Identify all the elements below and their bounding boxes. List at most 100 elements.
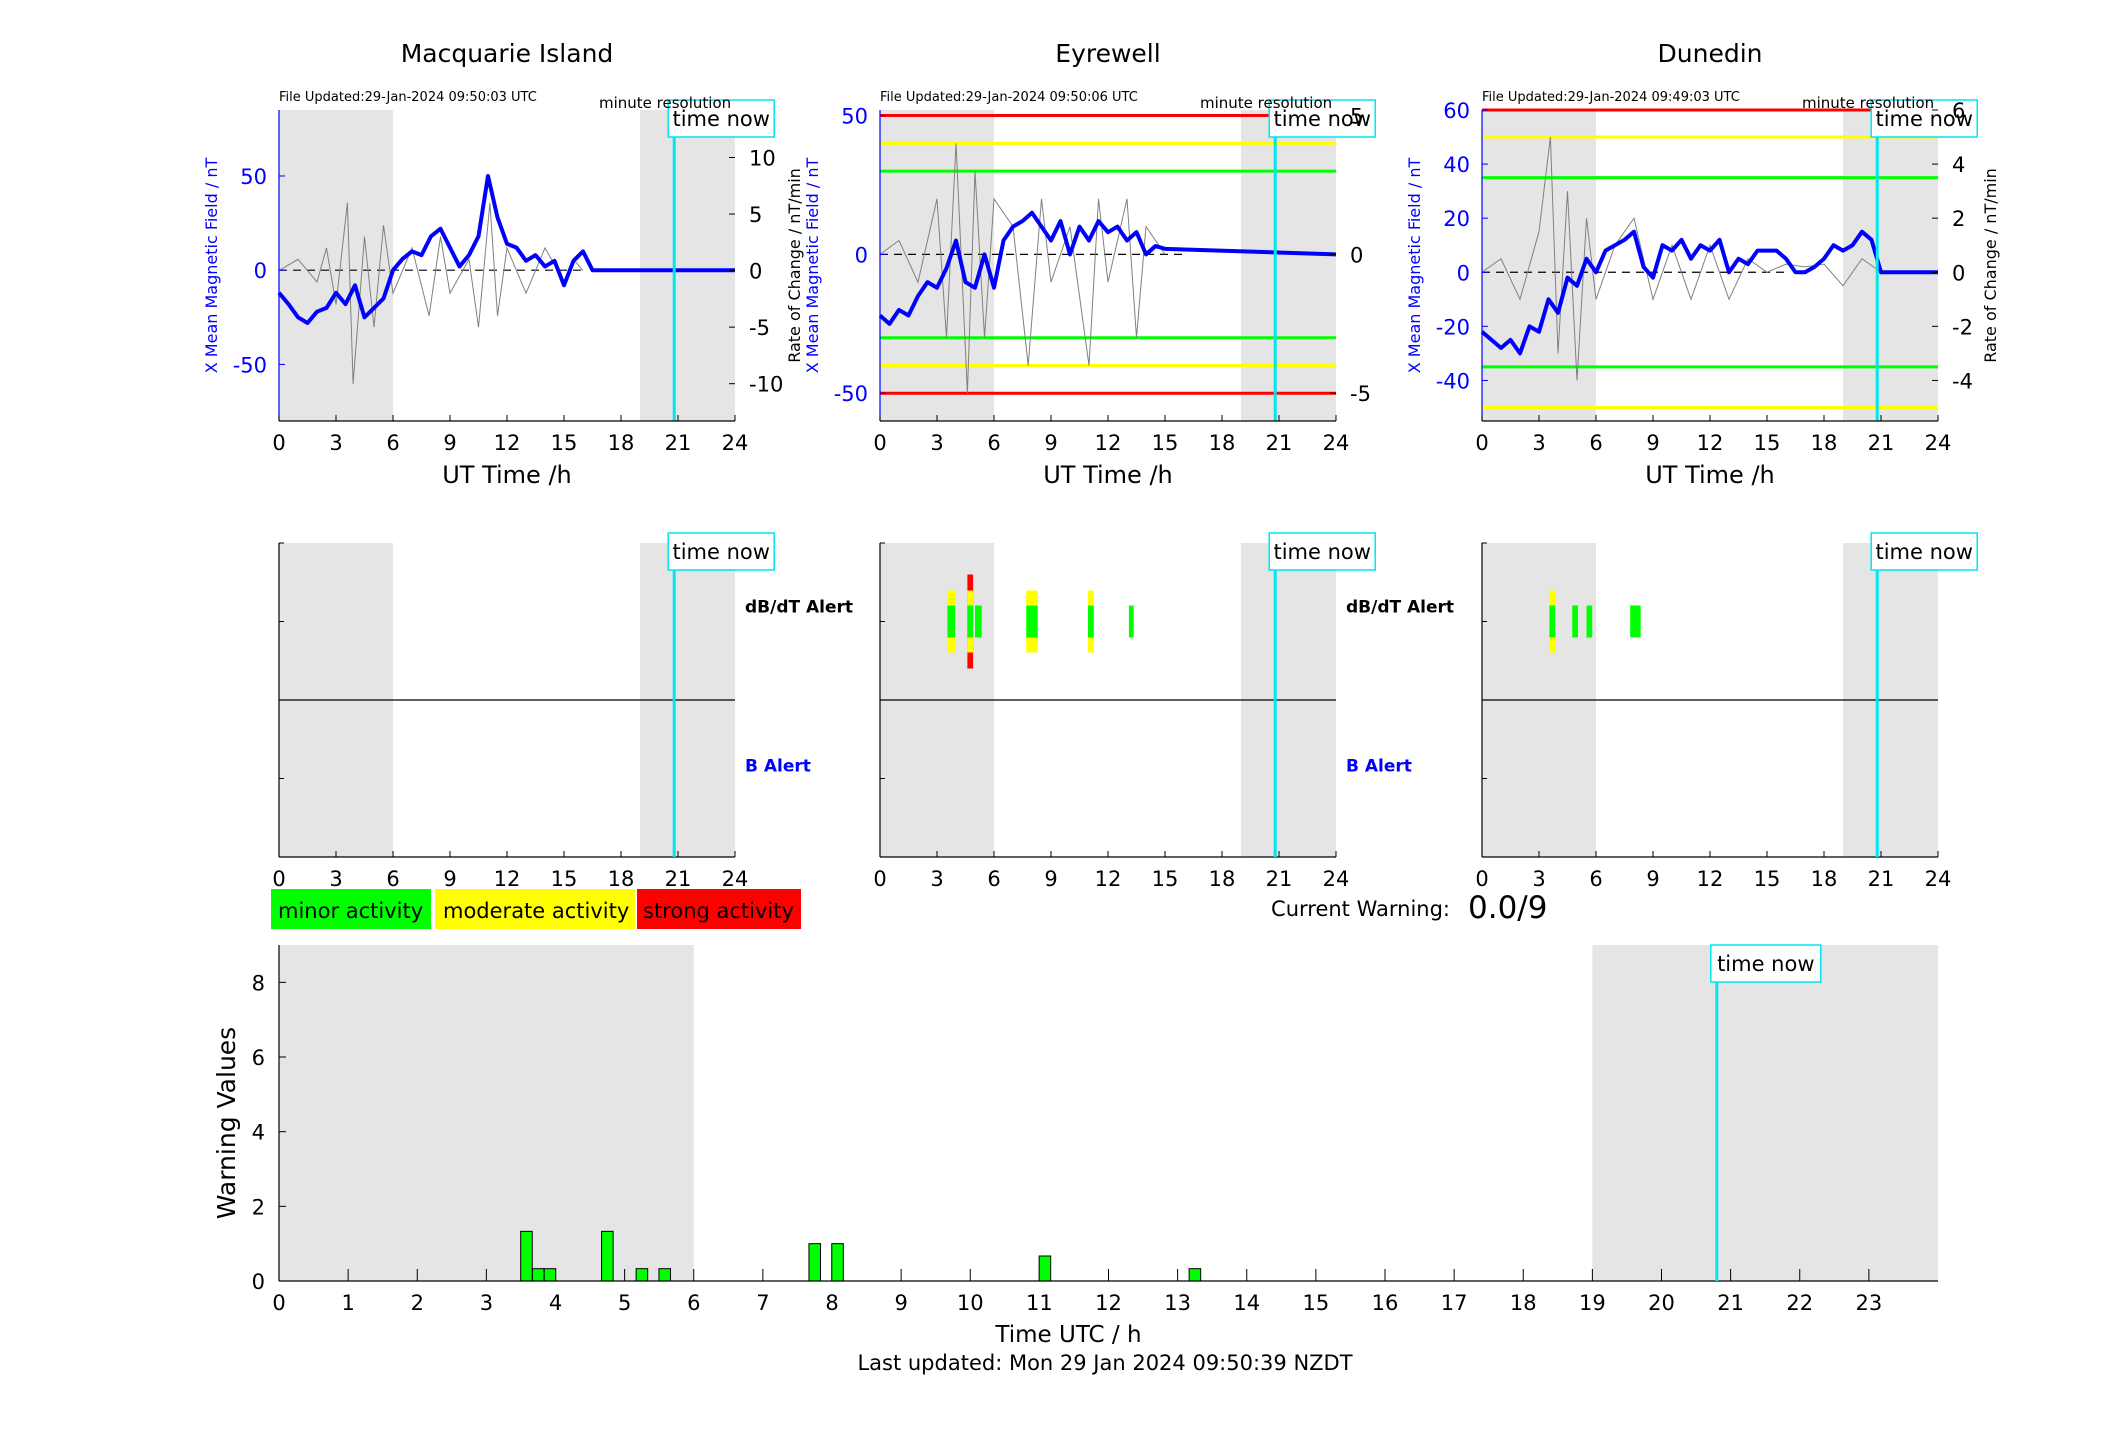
night-shade-0 <box>1482 110 1596 421</box>
x-tick-label-18: 18 <box>608 431 635 455</box>
x-tick-label-3: 3 <box>1532 867 1545 891</box>
x-tick-label-0: 0 <box>1475 867 1488 891</box>
panel-eyrewell-alerts: time now 0 3 6 9 12 15 18 21 24 dB/dT Alert B Alert <box>873 532 1454 891</box>
x-axis-title: UT Time /h <box>1645 461 1775 489</box>
dbdt-alert-mark-4-minor <box>1088 605 1094 638</box>
y-tick-label-2: 2 <box>252 1195 265 1219</box>
warning-bar-3 <box>601 1230 614 1282</box>
y2-tick-label-10: 10 <box>749 146 776 170</box>
moderate-legend-swatch <box>435 889 635 929</box>
x-tick-label-24: 24 <box>722 431 749 455</box>
x-tick-label-10: 10 <box>957 1291 984 1315</box>
y2-tick-label--2: -2 <box>1952 315 1973 339</box>
resolution-label: minute resolution <box>1802 94 1934 112</box>
x-tick-label-15: 15 <box>551 431 578 455</box>
x-tick-label-0: 0 <box>272 1291 285 1315</box>
strong-legend-swatch <box>637 889 801 929</box>
dbdt-alert-mark-0-minor <box>947 605 956 638</box>
x-tick-label-15: 15 <box>551 867 578 891</box>
time-now-marker-box <box>1710 944 1822 983</box>
x-tick-label-24: 24 <box>1323 867 1350 891</box>
x-tick-label-12: 12 <box>494 431 521 455</box>
warning-bar-5 <box>658 1268 671 1282</box>
panel-macquarie-island-alerts: time now 0 3 6 9 12 15 18 21 24 dB/dT Alert B Alert <box>272 532 853 891</box>
time-now-marker-label: time now <box>672 540 769 564</box>
y-tick-label-20: 20 <box>1443 207 1470 231</box>
time-now-marker-label: time now <box>672 107 769 131</box>
x-tick-label-6: 6 <box>386 867 399 891</box>
x-tick-label-9: 9 <box>1044 431 1057 455</box>
y-tick-label-0: 0 <box>252 1270 265 1294</box>
x-tick-label-21: 21 <box>665 431 692 455</box>
x-tick-label-18: 18 <box>1209 431 1236 455</box>
x-tick-label-21: 21 <box>1266 431 1293 455</box>
night-shade-1 <box>1592 945 1938 1281</box>
dbdt-alert-label: dB/dT Alert <box>745 598 853 618</box>
panel-dunedin-alerts: time now 0 3 6 9 12 15 18 21 24 <box>1475 532 1978 891</box>
x-tick-label-1: 1 <box>341 1291 354 1315</box>
x-tick-label-5: 5 <box>618 1291 631 1315</box>
y2-tick-label--5: -5 <box>749 316 770 340</box>
x-tick-label-0: 0 <box>873 431 886 455</box>
y-tick-label-0: 0 <box>855 243 868 267</box>
y-axis-title: X Mean Magnetic Field / nT <box>803 158 822 374</box>
y-tick-label-40: 40 <box>1443 153 1470 177</box>
x-tick-label-3: 3 <box>930 867 943 891</box>
x-tick-label-12: 12 <box>1095 867 1122 891</box>
rate-of-change-series <box>278 202 584 384</box>
y-axis-title: Warning Values <box>212 1027 241 1219</box>
x-tick-label-11: 11 <box>1026 1291 1053 1315</box>
x-tick-label-22: 22 <box>1786 1291 1813 1315</box>
night-shade-1 <box>640 110 735 421</box>
y2-tick-label--4: -4 <box>1952 369 1973 393</box>
time-now-marker-label: time now <box>1273 540 1370 564</box>
time-now-marker-box <box>667 532 775 571</box>
x-tick-label-24: 24 <box>1323 431 1350 455</box>
x-tick-label-17: 17 <box>1441 1291 1468 1315</box>
time-now-marker-box <box>1870 532 1978 571</box>
y-axis-title: X Mean Magnetic Field / nT <box>1405 158 1424 374</box>
x-tick-label-3: 3 <box>329 867 342 891</box>
x-tick-label-12: 12 <box>1095 1291 1122 1315</box>
x-axis-title: UT Time /h <box>442 461 572 489</box>
y-tick-label-0: 0 <box>254 259 267 283</box>
x-tick-label-9: 9 <box>894 1291 907 1315</box>
x-tick-label-9: 9 <box>443 867 456 891</box>
x-tick-label-0: 0 <box>272 431 285 455</box>
file-updated-label: File Updated:29-Jan-2024 09:50:03 UTC <box>279 90 537 105</box>
x-tick-label-14: 14 <box>1233 1291 1260 1315</box>
magnetic-field-series <box>277 173 735 325</box>
dbdt-alert-label: dB/dT Alert <box>1346 598 1454 618</box>
x-tick-label-24: 24 <box>1925 867 1952 891</box>
file-updated-label: File Updated:29-Jan-2024 09:50:06 UTC <box>880 90 1138 105</box>
warning-bar-9 <box>1188 1268 1202 1282</box>
x-tick-label-15: 15 <box>1303 1291 1330 1315</box>
x-tick-label-21: 21 <box>1868 431 1895 455</box>
activity-legend: minor activity moderate activity strong … <box>271 889 801 929</box>
y-tick-label-8: 8 <box>252 971 265 995</box>
warning-bar-2 <box>543 1268 557 1282</box>
resolution-label: minute resolution <box>599 94 731 112</box>
x-tick-label-18: 18 <box>1811 431 1838 455</box>
x-tick-label-21: 21 <box>1266 867 1293 891</box>
x-tick-label-6: 6 <box>1589 431 1602 455</box>
y2-axis-title: Rate of Change / nT/min <box>785 168 804 363</box>
x-tick-label-0: 0 <box>272 867 285 891</box>
warning-bar-7 <box>831 1243 844 1282</box>
x-tick-label-12: 12 <box>494 867 521 891</box>
y2-tick-label--10: -10 <box>749 373 783 397</box>
x-tick-label-15: 15 <box>1152 867 1179 891</box>
x-tick-label-9: 9 <box>1646 431 1659 455</box>
y-tick-label--40: -40 <box>1436 369 1470 393</box>
y-tick-label--50: -50 <box>834 382 868 406</box>
y2-tick-label-0: 0 <box>749 260 762 284</box>
time-now-marker-label: time now <box>1717 952 1814 976</box>
warning-bar-1 <box>531 1268 545 1282</box>
x-tick-label-9: 9 <box>443 431 456 455</box>
x-tick-label-3: 3 <box>930 431 943 455</box>
y2-axis-title: Rate of Change / nT/min <box>1981 168 2000 363</box>
x-tick-label-6: 6 <box>987 431 1000 455</box>
magnetic-field-series <box>878 210 1337 326</box>
